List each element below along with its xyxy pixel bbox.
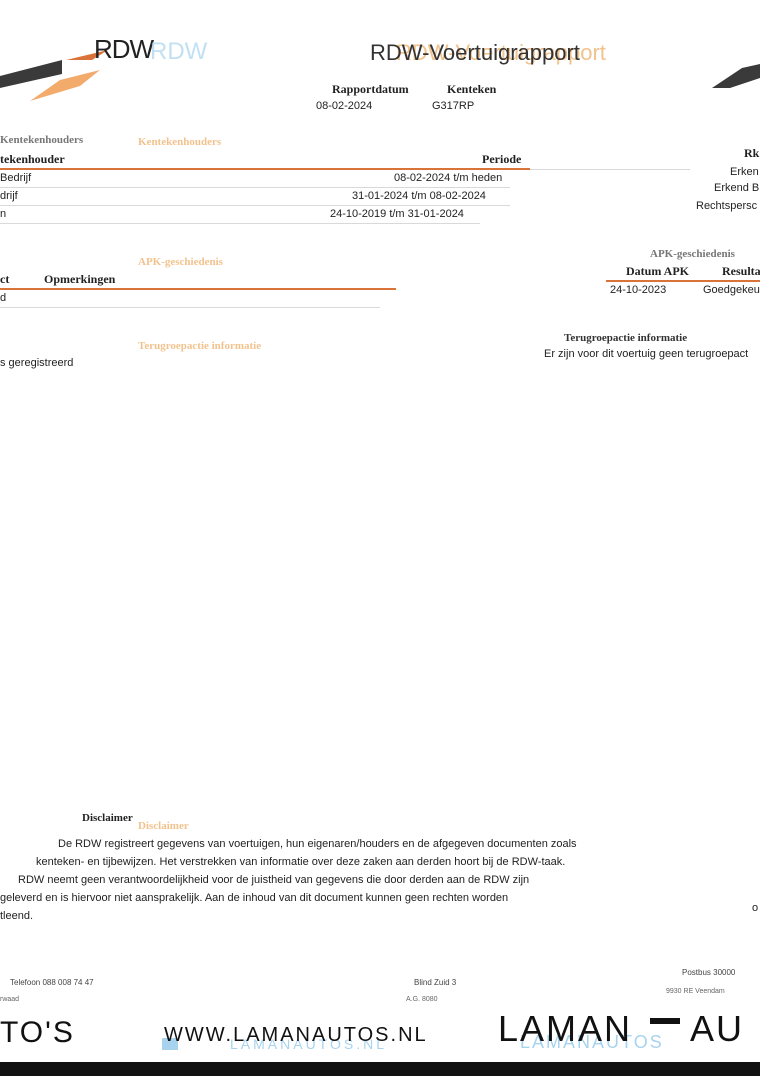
banner-url-ghost: LAMANAUTOS.NL bbox=[230, 1036, 387, 1052]
holder-row-3-holder: n bbox=[0, 208, 7, 220]
apk-row-rule bbox=[0, 307, 380, 308]
banner-brand-bar bbox=[650, 1018, 680, 1024]
apk-header-rule-right bbox=[606, 280, 760, 282]
logo-wing-graphic bbox=[0, 50, 108, 101]
holders-col-period: Periode bbox=[482, 152, 522, 166]
holders-col-right: Rk bbox=[744, 146, 760, 160]
holder-row-1-rule bbox=[0, 187, 510, 188]
disclaimer-line-2: kenteken- en tijbewijzen. Het verstrekke… bbox=[36, 856, 566, 868]
banner-brand-ghost: LAMANAUTOS bbox=[520, 1032, 664, 1052]
report-date-label: Rapportdatum bbox=[332, 82, 409, 96]
holder-row-1-right: Erken bbox=[730, 166, 759, 178]
footer-small-mid: A.G. 8080 bbox=[406, 996, 438, 1003]
recall-section-title: Terugroepactie informatie bbox=[564, 332, 688, 344]
apk-section-title-ghost: APK-geschiedenis bbox=[138, 256, 223, 268]
apk-row-result: Goedgekeu bbox=[703, 284, 760, 296]
holders-header-rule-faint bbox=[530, 169, 690, 170]
holder-row-3-right: Rechtspersc bbox=[696, 200, 758, 212]
disclaimer-line-3: RDW neemt geen verantwoordelijkheid voor… bbox=[18, 874, 530, 886]
logo-ghost-text: RDW bbox=[150, 38, 208, 65]
disclaimer-line-5: tleend. bbox=[0, 910, 34, 922]
banner-brand-suffix: AU bbox=[690, 1008, 745, 1049]
holder-row-1-holder: Bedrijf bbox=[0, 172, 32, 184]
apk-col-date: Datum APK bbox=[626, 264, 689, 278]
holder-row-2-holder: drijf bbox=[0, 190, 18, 202]
bottom-bar bbox=[0, 1062, 760, 1076]
plate-value: G317RP bbox=[432, 100, 475, 112]
plate-label: Kenteken bbox=[447, 82, 497, 96]
apk-row-date: 24-10-2023 bbox=[610, 284, 667, 296]
holder-row-2-right: Erkend B bbox=[714, 182, 760, 194]
banner-square-icon bbox=[162, 1038, 178, 1050]
footer-small-left: rwaad bbox=[0, 996, 20, 1003]
report-date-value: 08-02-2024 bbox=[316, 100, 373, 112]
footer-address-right: Postbus 30000 bbox=[682, 968, 736, 977]
holders-section-title-ghost: Kentekenhouders bbox=[138, 136, 222, 148]
holders-col-holder: tekenhouder bbox=[0, 152, 65, 166]
apk-header-rule bbox=[0, 288, 396, 290]
footer-address-mid: Blind Zuid 3 bbox=[414, 978, 457, 987]
holder-row-3-period: 24-10-2019 t/m 31-01-2024 bbox=[330, 208, 464, 220]
disclaimer-line-1: De RDW registreert gegevens van voertuig… bbox=[58, 838, 577, 850]
recall-left-text: s geregistreerd bbox=[0, 357, 74, 369]
apk-col-left: ct bbox=[0, 272, 10, 286]
banner-left-text: TO'S bbox=[0, 1016, 75, 1049]
title-ghost: RDW-Voertuigrapport bbox=[396, 40, 606, 65]
holders-header-rule bbox=[0, 168, 530, 170]
right-wing-graphic bbox=[712, 64, 760, 88]
recall-section-title-ghost: Terugroepactie informatie bbox=[138, 340, 262, 352]
banner-brand: LAMAN bbox=[498, 1008, 633, 1049]
logo-text: RDW bbox=[94, 34, 154, 64]
disclaimer-right-edge: o bbox=[752, 902, 759, 914]
holder-row-2-period: 31-01-2024 t/m 08-02-2024 bbox=[352, 190, 486, 202]
page-title: RDW-Voertuigrapport bbox=[370, 40, 580, 65]
holder-row-2-rule bbox=[0, 205, 510, 206]
apk-section-title: APK-geschiedenis bbox=[650, 248, 735, 260]
disclaimer-title: Disclaimer bbox=[82, 812, 133, 824]
apk-col-remarks: Opmerkingen bbox=[44, 272, 116, 286]
holder-row-1-period: 08-02-2024 t/m heden bbox=[394, 172, 503, 184]
holder-row-3-rule bbox=[0, 223, 480, 224]
apk-col-result: Resulta bbox=[722, 264, 760, 278]
apk-row-left: d bbox=[0, 292, 7, 304]
recall-right-text: Er zijn voor dit voertuig geen terugroep… bbox=[544, 348, 749, 360]
holders-section-title: Kentekenhouders bbox=[0, 134, 84, 146]
footer-phone: Telefoon 088 008 74 47 bbox=[10, 978, 94, 987]
disclaimer-title-ghost: Disclaimer bbox=[138, 820, 189, 832]
disclaimer-line-4: geleverd en is hiervoor niet aansprakeli… bbox=[0, 892, 509, 904]
footer-small-right: 9930 RE Veendam bbox=[666, 988, 725, 995]
banner-url[interactable]: WWW.LAMANAUTOS.NL bbox=[164, 1024, 428, 1046]
